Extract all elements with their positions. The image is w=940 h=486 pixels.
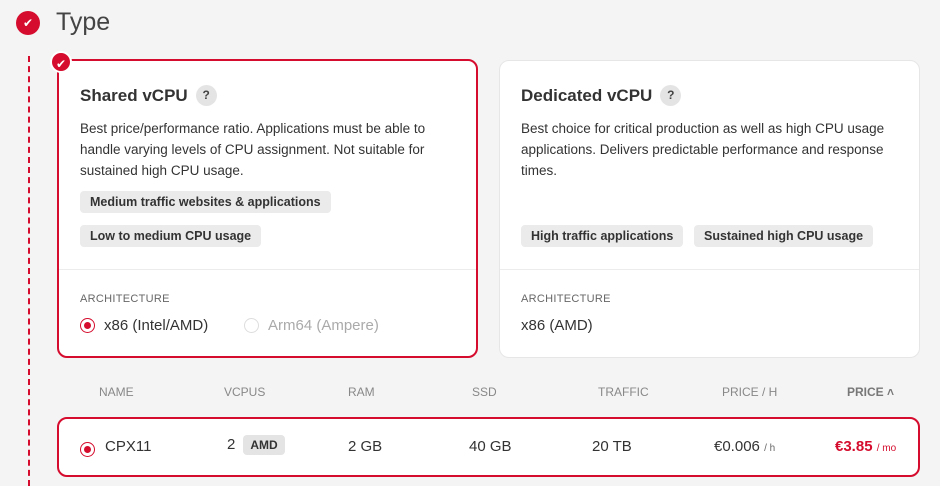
ram-value: 2 GB — [348, 438, 383, 455]
help-icon[interactable]: ? — [660, 85, 682, 106]
traffic-value: 20 TB — [592, 438, 632, 455]
ssd-value: 40 GB — [469, 438, 512, 455]
price-monthly: €3.85 / mo — [835, 438, 896, 455]
chevron-up-icon: ˄ — [887, 385, 895, 399]
table-row[interactable]: CPX11 2 AMD 2 GB 40 GB 20 TB €0.006 / h €… — [57, 417, 920, 477]
card-dedicated-vcpu[interactable]: Dedicated vCPU? Best choice for critical… — [499, 60, 920, 358]
divider — [500, 269, 919, 270]
card-description: Best choice for critical production as w… — [521, 121, 885, 178]
radio-unselected-icon[interactable] — [244, 318, 259, 333]
col-ram[interactable]: RAM — [348, 385, 375, 399]
card-description: Best price/performance ratio. Applicatio… — [80, 121, 426, 178]
cpu-badge: AMD — [243, 435, 285, 455]
col-name[interactable]: NAME — [99, 385, 134, 399]
price-monthly-value: €3.85 — [835, 438, 873, 455]
arch-option-x86[interactable]: x86 (Intel/AMD) — [80, 317, 208, 334]
step-complete-check-icon: ✔ — [16, 11, 40, 35]
tag: Medium traffic websites & applications — [80, 191, 331, 213]
col-traffic[interactable]: TRAFFIC — [598, 385, 649, 399]
row-radio[interactable] — [80, 440, 95, 457]
architecture-value: x86 (AMD) — [521, 317, 593, 334]
col-ssd[interactable]: SSD — [472, 385, 497, 399]
selected-check-icon: ✔ — [50, 51, 72, 73]
vcpus-cell: 2 AMD — [227, 435, 285, 455]
radio-selected-icon[interactable] — [80, 442, 95, 457]
card-title: Shared vCPU — [80, 85, 188, 105]
help-icon[interactable]: ? — [195, 85, 217, 106]
col-vcpus[interactable]: VCPUS — [224, 385, 266, 399]
option-label: Arm64 (Ampere) — [268, 317, 379, 334]
architecture-label: ARCHITECTURE — [521, 293, 611, 305]
card-shared-vcpu[interactable]: Shared vCPU? Best price/performance rati… — [57, 59, 478, 358]
price-monthly-unit: / mo — [876, 443, 897, 454]
radio-selected-icon[interactable] — [80, 318, 95, 333]
price-hourly: €0.006 / h — [714, 438, 775, 455]
vcpus-value: 2 — [227, 436, 236, 453]
price-hourly-value: €0.006 — [714, 438, 760, 455]
card-title: Dedicated vCPU — [521, 85, 653, 105]
server-name: CPX11 — [105, 438, 152, 455]
tag: High traffic applications — [521, 225, 684, 247]
col-price[interactable]: PRICE ˄ — [847, 385, 894, 399]
col-price-label: PRICE — [847, 385, 884, 399]
section-title: Type — [56, 8, 111, 36]
col-price-h[interactable]: PRICE / H — [722, 385, 778, 399]
divider — [59, 269, 476, 270]
price-hourly-unit: / h — [764, 443, 776, 454]
tag: Low to medium CPU usage — [80, 225, 262, 247]
step-connector-line — [28, 56, 30, 486]
option-label: x86 (Intel/AMD) — [104, 317, 209, 334]
tag: Sustained high CPU usage — [694, 225, 874, 247]
architecture-label: ARCHITECTURE — [80, 293, 170, 305]
arch-option-arm64[interactable]: Arm64 (Ampere) — [244, 317, 379, 334]
